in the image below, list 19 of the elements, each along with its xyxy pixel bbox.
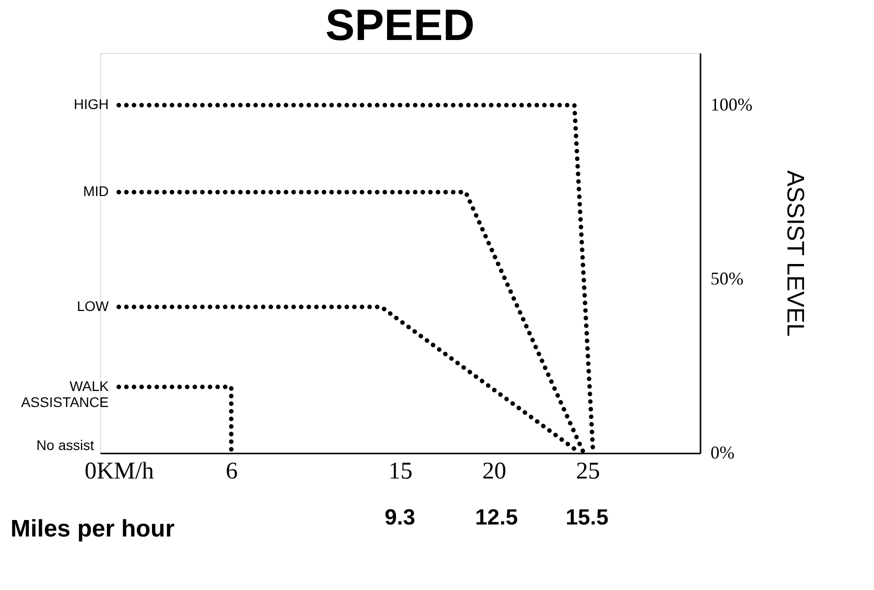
y-tick-label: 100% <box>710 94 752 115</box>
series-label: MID <box>83 183 109 200</box>
x2-tick-label: 9.3 <box>384 504 416 530</box>
x-tick-label: 20 <box>482 458 506 484</box>
x-tick-label: 0KM/h <box>84 458 154 484</box>
x2-axis-title: Miles per hour <box>10 516 175 542</box>
text: No assist <box>36 437 94 453</box>
series-label: WALK ASSISTANCE <box>21 378 110 410</box>
x2-tick-label: 12.5 <box>475 504 518 530</box>
x2-tick-label: 15.5 <box>566 504 608 530</box>
y-axis-title: ASSIST LEVEL <box>781 170 808 337</box>
series-label: HIGH <box>74 96 109 112</box>
x-tick-label: 25 <box>576 458 600 484</box>
chart-title: SPEED <box>325 1 475 50</box>
x-tick-label: 15 <box>388 458 412 484</box>
y-tick-label: 50% <box>710 268 744 289</box>
series-label: LOW <box>76 298 110 314</box>
y-tick-label: 0% <box>710 442 734 462</box>
x-tick-label: 6 <box>226 458 238 484</box>
